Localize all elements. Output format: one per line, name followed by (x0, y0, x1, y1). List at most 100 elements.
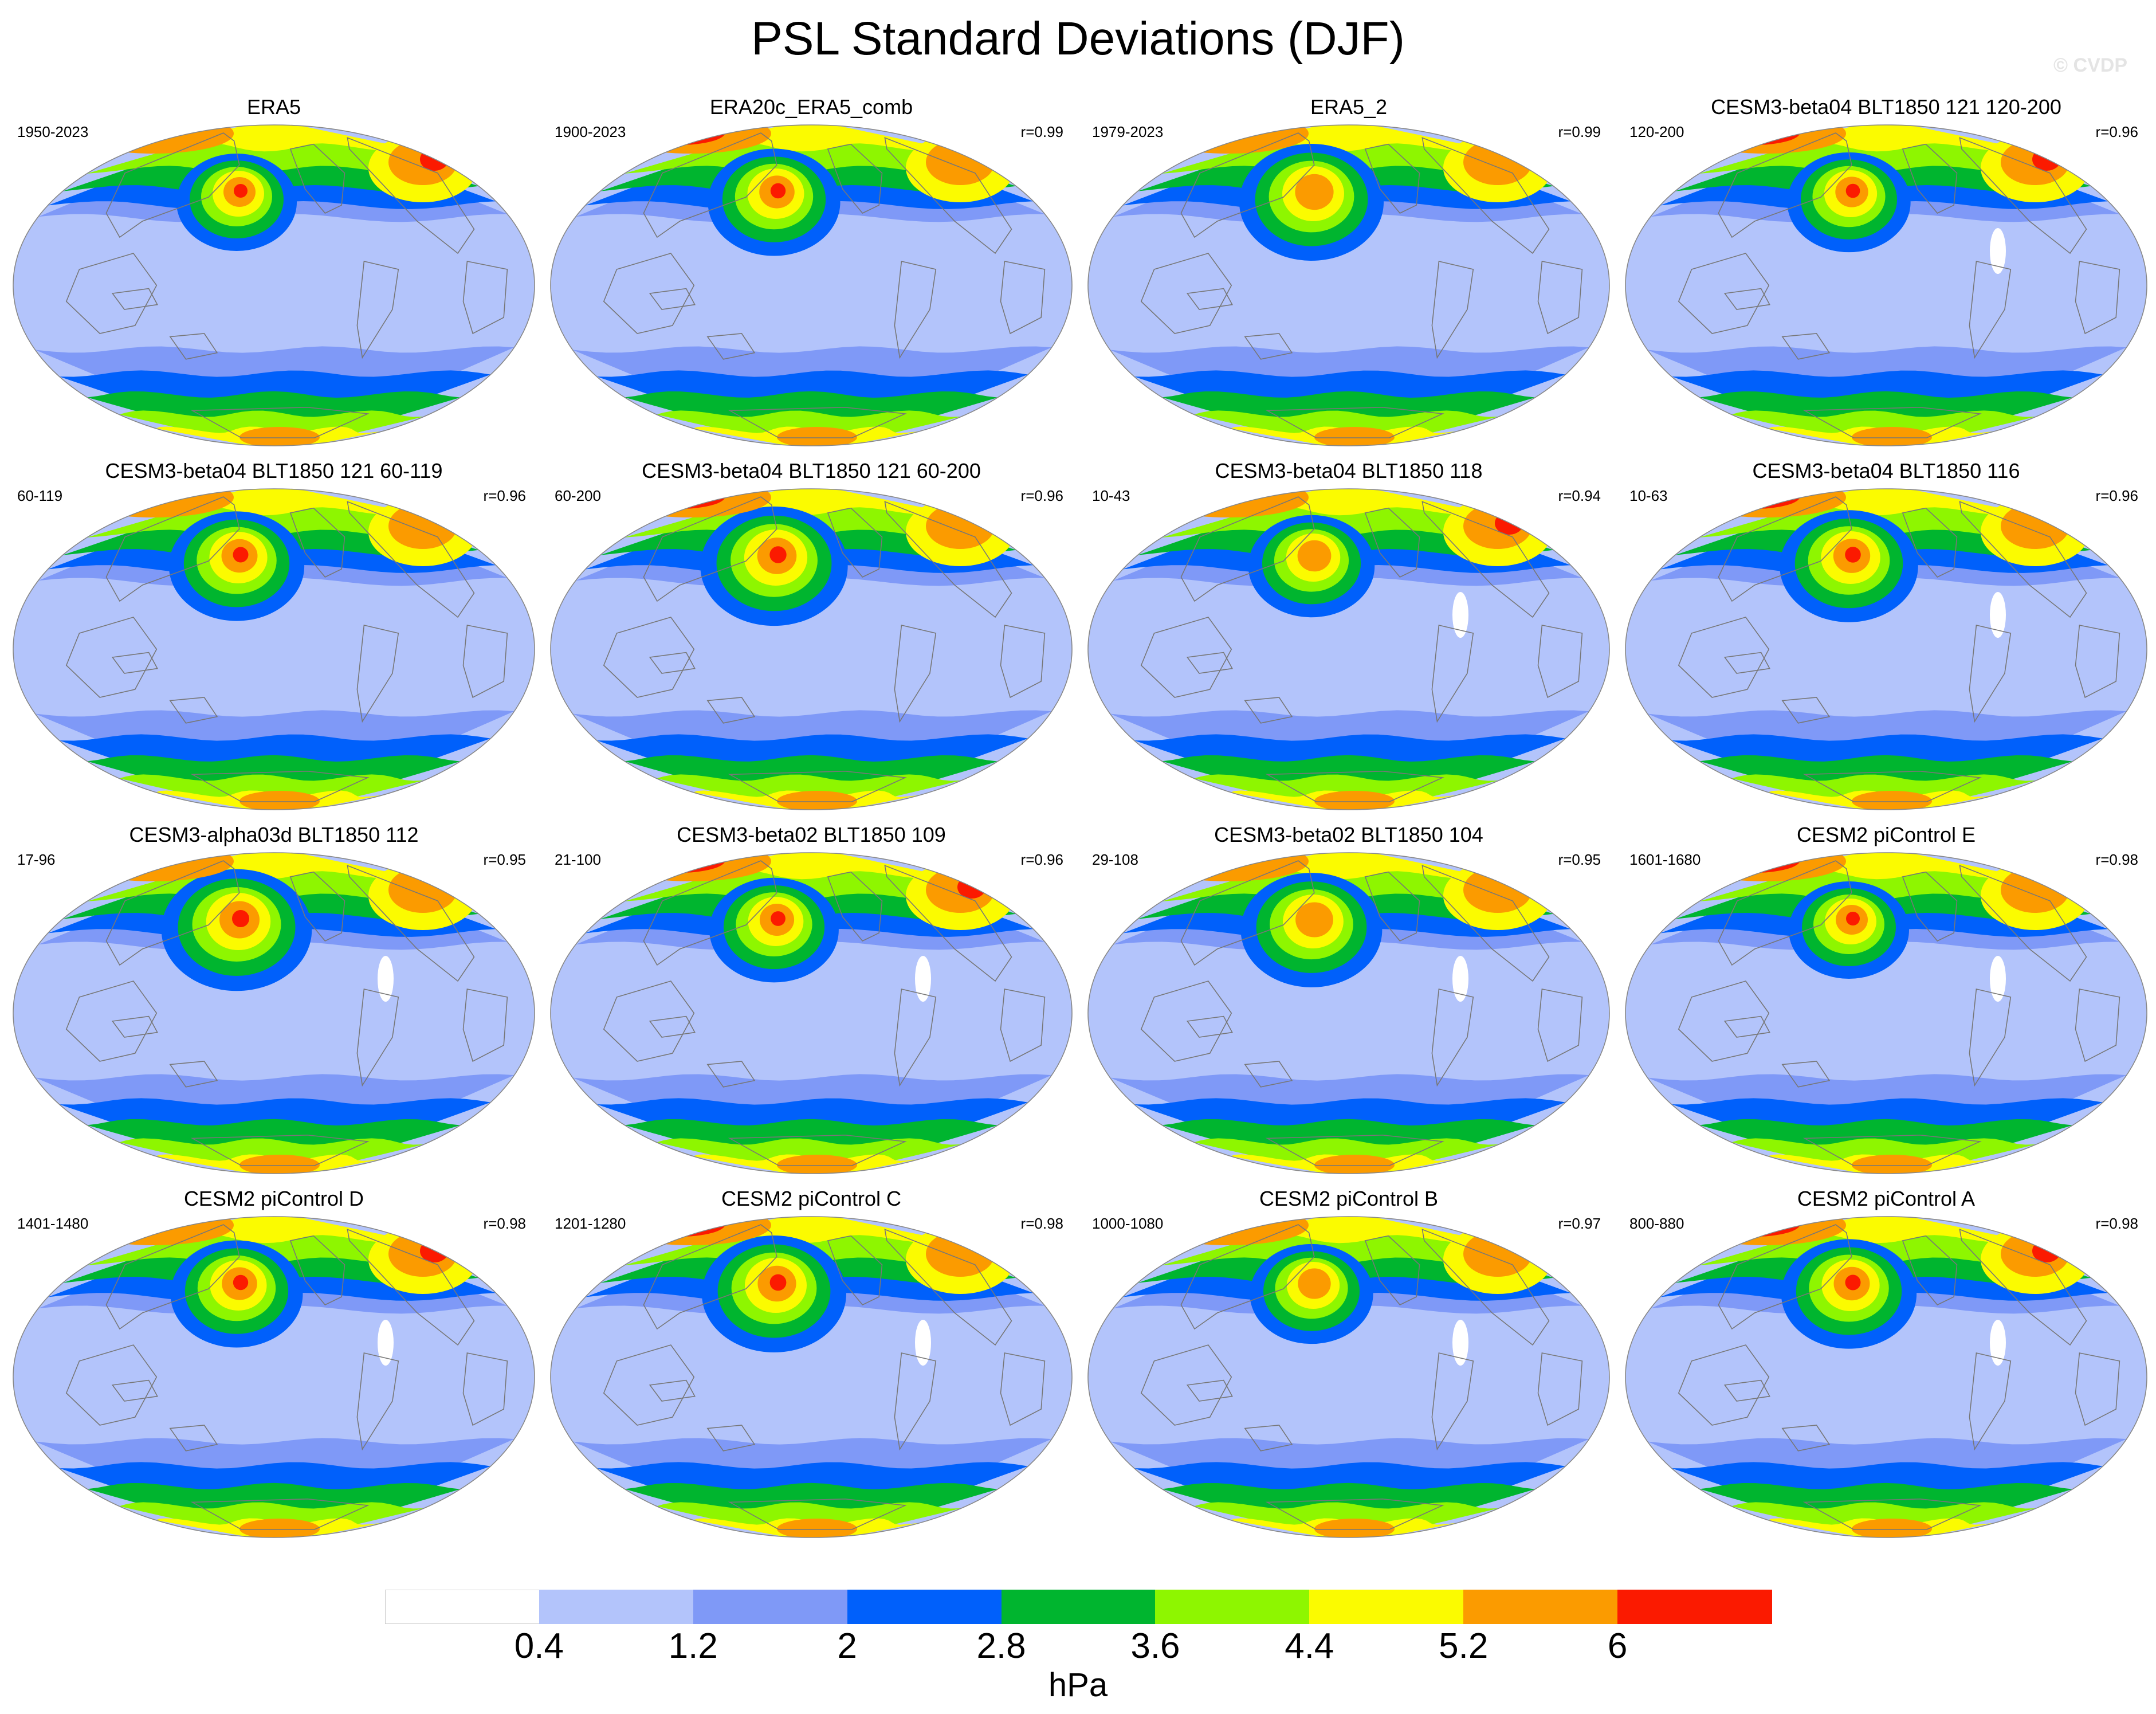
coastline (1421, 865, 1550, 982)
globe-outline (1625, 124, 2147, 446)
coastline (1180, 496, 1315, 602)
map-panel: CESM3-beta04 BLT1850 116 10-63 r=0.96 (1623, 458, 2150, 818)
psl-stddev-map (1625, 124, 2147, 446)
panel-years: 60-200 (555, 487, 601, 504)
coastline (1180, 1224, 1315, 1330)
coastline (462, 625, 508, 699)
coastline (289, 143, 345, 214)
globe-outline (1087, 124, 1610, 446)
antarctic-high-5.2 (777, 791, 857, 810)
colorbar-swatch (693, 1590, 848, 1624)
panel-pattern-correlation: r=0.95 (1558, 851, 1601, 868)
panel-pattern-correlation: r=0.96 (1020, 851, 1063, 868)
coastline (1244, 1425, 1293, 1452)
colorbar (385, 1590, 1772, 1625)
globe-outline (13, 1216, 535, 1538)
panel-years: 1000-1080 (1092, 1215, 1164, 1232)
antarctic-high-5.2 (777, 427, 857, 446)
coastline (827, 1235, 883, 1305)
coastline (1969, 989, 2012, 1087)
coastline (1802, 1498, 1982, 1530)
colorbar-tick-label: 2.8 (976, 1626, 1026, 1666)
coastline (603, 980, 695, 1062)
coastline (603, 253, 695, 334)
coastline (1431, 625, 1474, 723)
coastline (347, 1229, 475, 1346)
coastline (1421, 501, 1550, 618)
map-field (1625, 125, 2147, 446)
pacific-low-6 (232, 910, 249, 927)
coastline (827, 871, 883, 942)
colorbar-swatch (1617, 1590, 1772, 1624)
atlantic-low-5.2 (926, 503, 995, 549)
coastline (1902, 1235, 1958, 1305)
panel-title: CESM2 piControl C (721, 1187, 902, 1210)
coastline (1902, 507, 1958, 578)
antarctic-high-5.2 (1314, 791, 1395, 810)
coastline (1265, 1498, 1444, 1530)
coastline (356, 989, 399, 1087)
antarctic-high-5.2 (1314, 1519, 1395, 1537)
panel-title: CESM3-beta04 BLT1850 118 (1215, 459, 1483, 483)
coastline (1537, 1352, 1583, 1426)
coastline (643, 860, 777, 966)
antarctic-high-5.2 (1852, 791, 1932, 810)
globe-outline (1087, 1216, 1610, 1538)
psl-stddev-map (1087, 1216, 1610, 1538)
coastline (1140, 617, 1232, 698)
map-field (1625, 489, 2147, 810)
coastline (105, 1224, 240, 1330)
pacific-low-6 (234, 184, 248, 198)
coastline (190, 1498, 370, 1530)
coastline (1000, 989, 1046, 1062)
colorbar-tick-label: 2 (837, 1626, 857, 1666)
globe-outline (550, 488, 1073, 810)
psl-stddev-map (550, 124, 1073, 446)
pacific-low-6 (1845, 1274, 1861, 1291)
coastline (1421, 1229, 1550, 1346)
coastline (1000, 261, 1046, 335)
coastline (190, 406, 370, 438)
colorbar-tick-label: 1.2 (668, 1626, 718, 1666)
coastline (1802, 770, 1982, 802)
globe-outline (1625, 1216, 2147, 1538)
coastline (728, 1134, 907, 1166)
coastline (169, 1061, 218, 1088)
panel-title: CESM3-beta04 BLT1850 121 120-200 (1711, 95, 2061, 119)
arctic-high-6 (1709, 853, 1800, 873)
pacific-low-6 (769, 546, 787, 563)
panel-pattern-correlation: r=0.97 (1558, 1215, 1601, 1232)
colorbar-tick-label: 0.4 (514, 1626, 564, 1666)
coastline (1718, 1224, 1852, 1330)
coastline (1431, 261, 1474, 359)
coastline (894, 1352, 937, 1451)
coastline (1969, 1352, 2012, 1451)
panel-years: 60-119 (17, 487, 63, 504)
coastline (1802, 406, 1982, 438)
map-field (13, 1217, 535, 1537)
panel-years: 1401-1480 (17, 1215, 89, 1232)
antarctic-high-5.2 (239, 1155, 320, 1174)
psl-stddev-map (550, 852, 1073, 1174)
coastline (356, 625, 399, 723)
coastline (356, 1352, 399, 1451)
coastline (1186, 1379, 1233, 1402)
panel-title: CESM3-beta04 BLT1850 116 (1752, 459, 2020, 483)
pacific-low-5.2 (1298, 1268, 1331, 1299)
globe-outline (1087, 488, 1610, 810)
arctic-high-6 (634, 853, 725, 873)
low-variance-patch (915, 956, 931, 1002)
coastline (1265, 1134, 1444, 1166)
map-field (1088, 489, 1609, 810)
panel-pattern-correlation: r=0.96 (483, 487, 526, 504)
coastline (2075, 625, 2120, 699)
coastline (1781, 697, 1831, 724)
coastline (728, 1498, 907, 1530)
low-variance-patch (1452, 956, 1468, 1002)
panel-years: 120-200 (1629, 123, 1684, 140)
low-variance-patch (1452, 1320, 1468, 1366)
coastline (1723, 1379, 1770, 1402)
coastline (1364, 143, 1420, 214)
coastline (603, 1344, 695, 1426)
coastline (1959, 865, 2087, 982)
